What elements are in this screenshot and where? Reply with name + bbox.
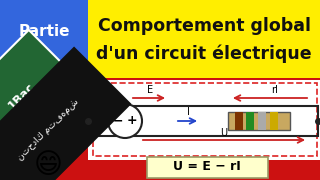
Text: U: U <box>220 128 228 138</box>
Bar <box>246 112 254 130</box>
Bar <box>0 0 88 78</box>
Text: E: E <box>147 85 153 95</box>
Text: d'un circuit électrique: d'un circuit électrique <box>96 45 312 63</box>
Bar <box>258 112 266 130</box>
Text: Partie: Partie <box>18 24 70 39</box>
Text: I: I <box>187 107 189 117</box>
Bar <box>93 83 317 156</box>
Text: rI: rI <box>272 85 278 95</box>
Bar <box>235 112 243 130</box>
Bar <box>270 112 278 130</box>
Bar <box>88 0 320 78</box>
Bar <box>88 80 320 160</box>
Text: U = E − rI: U = E − rI <box>173 161 241 174</box>
Text: 😄: 😄 <box>34 151 62 179</box>
Text: Comportement global: Comportement global <box>98 17 310 35</box>
Text: −: − <box>113 114 123 127</box>
Text: نتحداك متفهمش: نتحداك متفهمش <box>16 98 80 162</box>
Text: +: + <box>127 114 137 127</box>
Circle shape <box>108 104 142 138</box>
FancyBboxPatch shape <box>147 156 268 177</box>
Text: 1Bac: 1Bac <box>6 80 38 112</box>
Bar <box>228 112 290 130</box>
Text: 2: 2 <box>38 47 50 65</box>
